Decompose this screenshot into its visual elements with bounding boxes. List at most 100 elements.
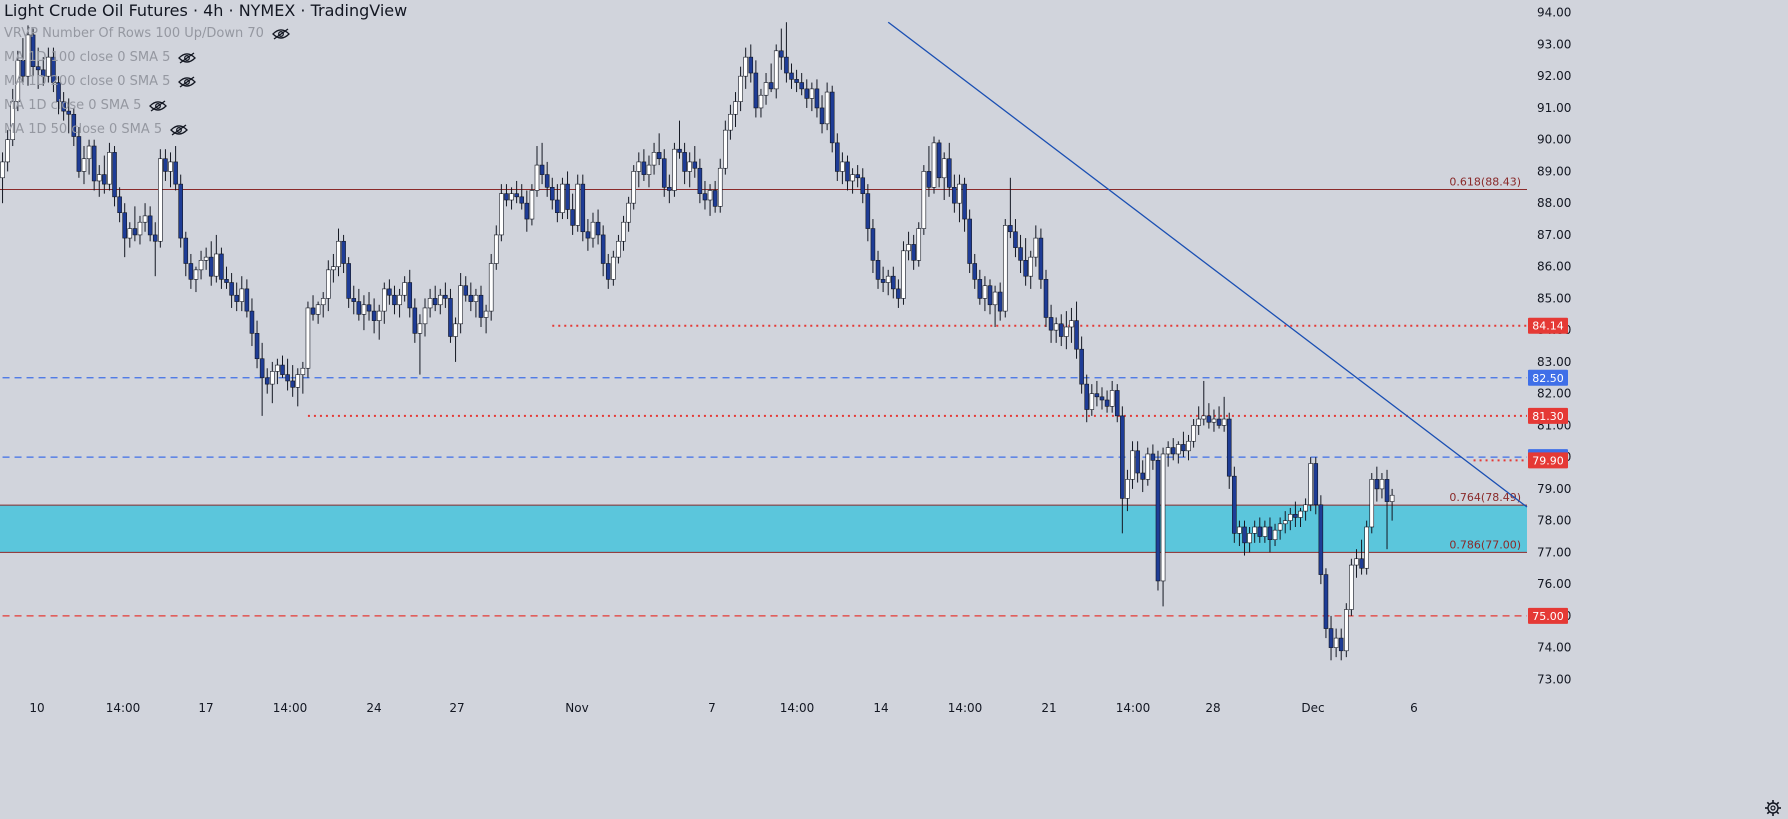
candle-body	[941, 158, 947, 179]
candle-body	[229, 282, 234, 296]
candle	[987, 279, 993, 315]
gear-icon[interactable]	[1764, 799, 1782, 817]
candle	[61, 92, 66, 121]
price-tick-label: 76.00	[1537, 577, 1571, 591]
price-axis[interactable]: 73.0074.0075.0076.0077.0078.0079.0080.00…	[1537, 6, 1571, 687]
candle	[275, 358, 280, 385]
price-tag: 75.00	[1528, 607, 1568, 624]
trendline[interactable]	[887, 21, 1528, 508]
candle-body	[560, 183, 565, 213]
candle-body	[453, 323, 458, 337]
candle-body	[519, 196, 525, 204]
candle-body	[1374, 479, 1380, 490]
price-tag: 79.90	[1528, 452, 1568, 469]
candle	[865, 184, 871, 242]
candle-body	[692, 161, 698, 169]
candle	[1216, 406, 1222, 429]
candle-body	[1389, 494, 1395, 502]
candle-body	[91, 145, 97, 182]
candle	[992, 285, 998, 327]
candle-body	[198, 260, 204, 271]
time-tick-label: 21	[1041, 701, 1056, 715]
candles-layer	[0, 22, 1395, 661]
candle-body	[203, 256, 209, 261]
candle-body	[1328, 628, 1334, 648]
candle-body	[35, 66, 41, 71]
candle-body	[514, 193, 519, 198]
candle	[112, 146, 117, 207]
candle	[1384, 469, 1390, 550]
candle	[814, 79, 820, 118]
fib-label: 0.618(88.43)	[1449, 176, 1521, 189]
candle	[758, 88, 764, 118]
candle	[743, 47, 748, 89]
candle-body	[631, 171, 636, 204]
candle-body	[1043, 279, 1049, 318]
candle	[208, 241, 214, 286]
candle-body	[794, 79, 799, 83]
candle	[1318, 495, 1324, 585]
time-tick-label: 14:00	[1116, 701, 1151, 715]
candle-body	[1069, 320, 1074, 328]
candle	[1379, 473, 1385, 499]
time-axis[interactable]: 10 14:00 17 14:00 24 27 Nov 7 14:00 14 14:00 21 14:0…	[29, 701, 1417, 715]
candle	[1114, 384, 1120, 423]
candle	[784, 22, 789, 83]
candle	[107, 142, 112, 191]
candle-body	[1262, 526, 1268, 537]
candle	[748, 44, 754, 83]
candle	[1043, 269, 1049, 327]
candle	[1201, 380, 1207, 426]
candle	[529, 184, 535, 226]
candle-body	[1303, 504, 1308, 512]
candle	[997, 282, 1003, 321]
candle	[936, 139, 942, 188]
price-tag-bg	[1528, 369, 1568, 386]
candle-body	[270, 371, 275, 385]
candle	[916, 222, 922, 267]
candle-body	[1053, 323, 1059, 331]
candle-body	[112, 152, 117, 198]
candle-body	[870, 228, 876, 261]
price-tick-label: 92.00	[1537, 69, 1571, 83]
candle-body	[66, 110, 72, 115]
candle	[239, 276, 245, 312]
candle	[1053, 317, 1059, 343]
candle	[738, 66, 743, 112]
candle	[417, 314, 423, 375]
time-tick-label: 7	[708, 701, 716, 715]
candle	[214, 234, 219, 283]
fib-zone	[0, 505, 1527, 553]
candle	[1013, 219, 1018, 258]
candle-body	[412, 307, 418, 334]
candle	[224, 266, 229, 289]
candle	[1344, 603, 1349, 658]
candle-body	[845, 161, 850, 182]
candle-body	[86, 145, 92, 160]
candle-body	[1155, 460, 1161, 582]
price-tick-label: 73.00	[1537, 672, 1571, 686]
candle-body	[1114, 390, 1120, 417]
candle	[906, 231, 911, 261]
candle	[565, 171, 570, 220]
candle-body	[254, 333, 260, 360]
trendline-layer[interactable]	[887, 21, 1528, 508]
price-tag: 82.50	[1528, 369, 1568, 386]
candle	[422, 298, 428, 337]
candle-body	[549, 187, 555, 201]
candle-body	[361, 304, 367, 315]
candle	[315, 301, 321, 324]
candle	[173, 146, 178, 191]
candle-body	[224, 279, 229, 283]
candle-body	[997, 291, 1003, 312]
candle-body	[1293, 513, 1298, 518]
candle	[885, 269, 891, 296]
fib-zone-layer	[0, 505, 1527, 553]
candle	[707, 184, 713, 216]
price-tag-label: 81.30	[1532, 410, 1564, 423]
candle	[656, 133, 662, 166]
candle-body	[712, 190, 718, 207]
candle	[921, 165, 927, 235]
candle	[555, 184, 560, 223]
